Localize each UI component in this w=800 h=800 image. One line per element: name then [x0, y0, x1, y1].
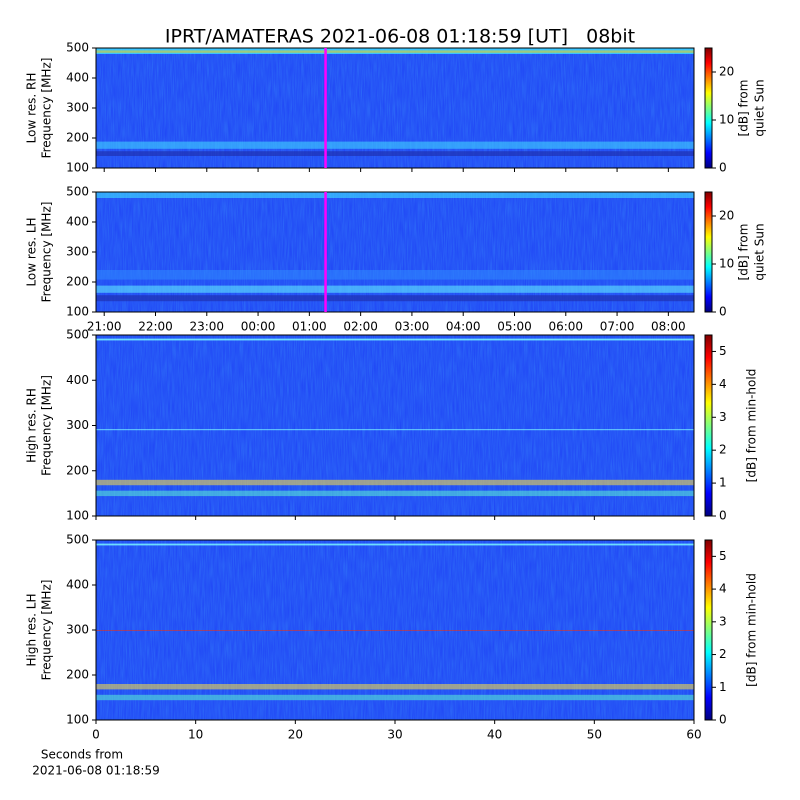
colorbar-tick-label: 2 [719, 443, 727, 457]
spectrogram-band [96, 270, 694, 280]
colorbar-tick-label: 10 [719, 257, 734, 271]
colorbar [704, 191, 713, 313]
x-tick-label: 23:00 [189, 320, 224, 334]
spectrogram-band [96, 50, 694, 53]
colorbar-tick-label: 0 [719, 713, 727, 727]
x-axis-label: Seconds from [41, 748, 123, 762]
colorbar-label: quiet Sun [753, 223, 767, 280]
x-tick-label: 04:00 [446, 320, 481, 334]
spectrogram-band [96, 694, 694, 701]
y-axis-label: Frequency [MHz] [40, 202, 54, 303]
colorbar-tick-label: 1 [719, 680, 727, 694]
y-tick-label: 200 [66, 668, 89, 682]
y-axis-label: Frequency [MHz] [40, 58, 54, 159]
x-tick-label: 05:00 [497, 320, 532, 334]
spectrogram-band [96, 429, 694, 431]
spectrogram-band [96, 295, 694, 302]
x-tick-label: 21:00 [87, 320, 122, 334]
x-tick-label: 22:00 [138, 320, 173, 334]
y-tick-label: 300 [66, 101, 89, 115]
spectrogram-texture [96, 48, 694, 168]
colorbar-label: [dB] from min-hold [745, 369, 759, 483]
colorbar-label: [dB] from min-hold [745, 573, 759, 687]
spectrogram-band [96, 543, 694, 546]
spectrogram-band [96, 479, 694, 486]
spectrogram-texture [96, 335, 694, 516]
y-tick-label: 300 [66, 245, 89, 259]
y-tick-label: 100 [66, 509, 89, 523]
y-tick-label: 300 [66, 418, 89, 432]
spectrogram-band [96, 684, 694, 690]
x-tick-label: 06:00 [548, 320, 583, 334]
x-tick-label: 60 [686, 728, 701, 742]
colorbar-tick-label: 3 [719, 614, 727, 628]
y-tick-label: 500 [66, 533, 89, 547]
x-tick-label: 10 [188, 728, 203, 742]
colorbar-tick-label: 3 [719, 410, 727, 424]
colorbar-tick-label: 2 [719, 647, 727, 661]
y-tick-label: 200 [66, 131, 89, 145]
y-tick-label: 500 [66, 185, 89, 199]
colorbar-tick-label: 20 [719, 65, 734, 79]
x-tick-label: 00:00 [241, 320, 276, 334]
colorbar-label: [dB] from [737, 80, 751, 137]
y-axis-label: Frequency [MHz] [40, 375, 54, 476]
y-tick-label: 200 [66, 275, 89, 289]
colorbar-tick-label: 5 [719, 344, 727, 358]
colorbar-tick-label: 0 [719, 305, 727, 319]
spectrogram-band [96, 192, 694, 198]
y-axis-label: High res. LH [25, 593, 39, 666]
y-tick-label: 100 [66, 713, 89, 727]
y-axis-label: High res. RH [25, 388, 39, 463]
colorbar-tick-label: 4 [719, 582, 727, 596]
x-tick-label: 20 [288, 728, 303, 742]
x-tick-label: 0 [92, 728, 100, 742]
y-tick-label: 200 [66, 463, 89, 477]
spectrogram-band [96, 151, 694, 156]
x-tick-label: 03:00 [395, 320, 430, 334]
y-axis-label: Frequency [MHz] [40, 580, 54, 681]
x-tick-label: 50 [587, 728, 602, 742]
x-tick-label: 40 [487, 728, 502, 742]
colorbar-tick-label: 5 [719, 549, 727, 563]
y-tick-label: 100 [66, 305, 89, 319]
x-axis-label: 2021-06-08 01:18:59 [32, 764, 159, 778]
title: IPRT/AMATERAS 2021-06-08 01:18:59 [UT] 0… [165, 26, 635, 48]
y-tick-label: 400 [66, 71, 89, 85]
y-tick-label: 400 [66, 578, 89, 592]
spectrogram-texture [96, 192, 694, 312]
y-tick-label: 400 [66, 373, 89, 387]
y-tick-label: 400 [66, 215, 89, 229]
colorbar-tick-label: 20 [719, 209, 734, 223]
x-tick-label: 02:00 [343, 320, 378, 334]
y-tick-label: 500 [66, 328, 89, 342]
spectrogram-band [96, 630, 694, 631]
y-tick-label: 100 [66, 161, 89, 175]
colorbar-tick-label: 0 [719, 161, 727, 175]
colorbar-tick-label: 1 [719, 476, 727, 490]
y-tick-label: 500 [66, 41, 89, 55]
x-tick-label: 01:00 [292, 320, 327, 334]
y-axis-label: Low res. LH [25, 217, 39, 286]
x-tick-label: 07:00 [600, 320, 635, 334]
spectrogram-band [96, 285, 694, 293]
x-tick-label: 30 [387, 728, 402, 742]
colorbar-tick-label: 0 [719, 509, 727, 523]
colorbar-label: [dB] from [737, 224, 751, 281]
spectrogram-band [96, 338, 694, 341]
colorbar-tick-label: 10 [719, 113, 734, 127]
colorbar [704, 539, 713, 721]
y-tick-label: 300 [66, 623, 89, 637]
colorbar-tick-label: 4 [719, 377, 727, 391]
y-axis-label: Low res. RH [25, 73, 39, 144]
colorbar-label: quiet Sun [753, 79, 767, 136]
colorbar [704, 47, 713, 169]
spectrogram-band [96, 490, 694, 497]
spectrogram-band [96, 141, 694, 149]
colorbar [704, 334, 713, 517]
x-tick-label: 08:00 [651, 320, 686, 334]
